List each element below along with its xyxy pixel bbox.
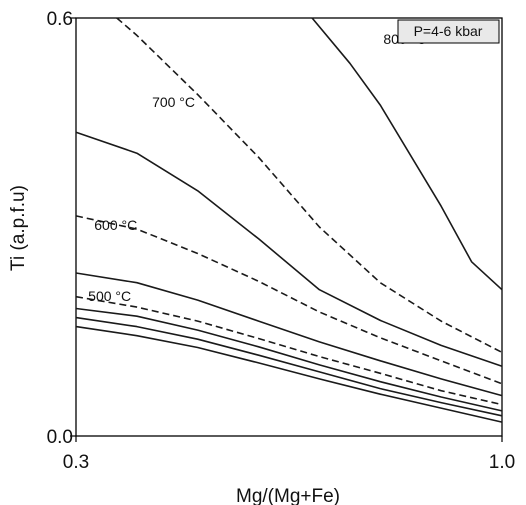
series-line-5 — [75, 272, 503, 397]
x-tick-label-1: 0.3 — [63, 452, 89, 473]
series-line-1 — [75, 325, 503, 423]
legend-box-text: P=4-6 kbar — [414, 23, 483, 39]
legend-box: P=4-6 kbar — [397, 19, 500, 44]
series-line-9 — [311, 17, 503, 291]
legend-box-frame — [397, 19, 500, 44]
series-line-6 — [75, 215, 503, 385]
series-line-8 — [116, 17, 503, 354]
isotherm-label-1: 500 °C — [88, 288, 131, 304]
y-tick-label-2: 0.6 — [47, 9, 73, 30]
series-line-4 — [75, 295, 503, 406]
series-line-7 — [75, 131, 503, 368]
series-line-2 — [75, 316, 503, 417]
isotherm-label-3: 700 °C — [152, 94, 195, 110]
isotherm-label-2: 600 °C — [94, 217, 137, 233]
series-layer — [75, 17, 503, 423]
y-axis-label: Ti (a.p.f.u) — [8, 185, 29, 271]
x-tick-label-2: 1.0 — [489, 452, 515, 473]
y-tick-label-1: 0.0 — [47, 427, 73, 448]
tick-layer: 0.3 1.0 0.0 0.6 — [47, 9, 516, 473]
x-axis-label: Mg/(Mg+Fe) — [236, 486, 340, 505]
plot-frame — [75, 17, 503, 437]
series-line-3 — [75, 307, 503, 412]
